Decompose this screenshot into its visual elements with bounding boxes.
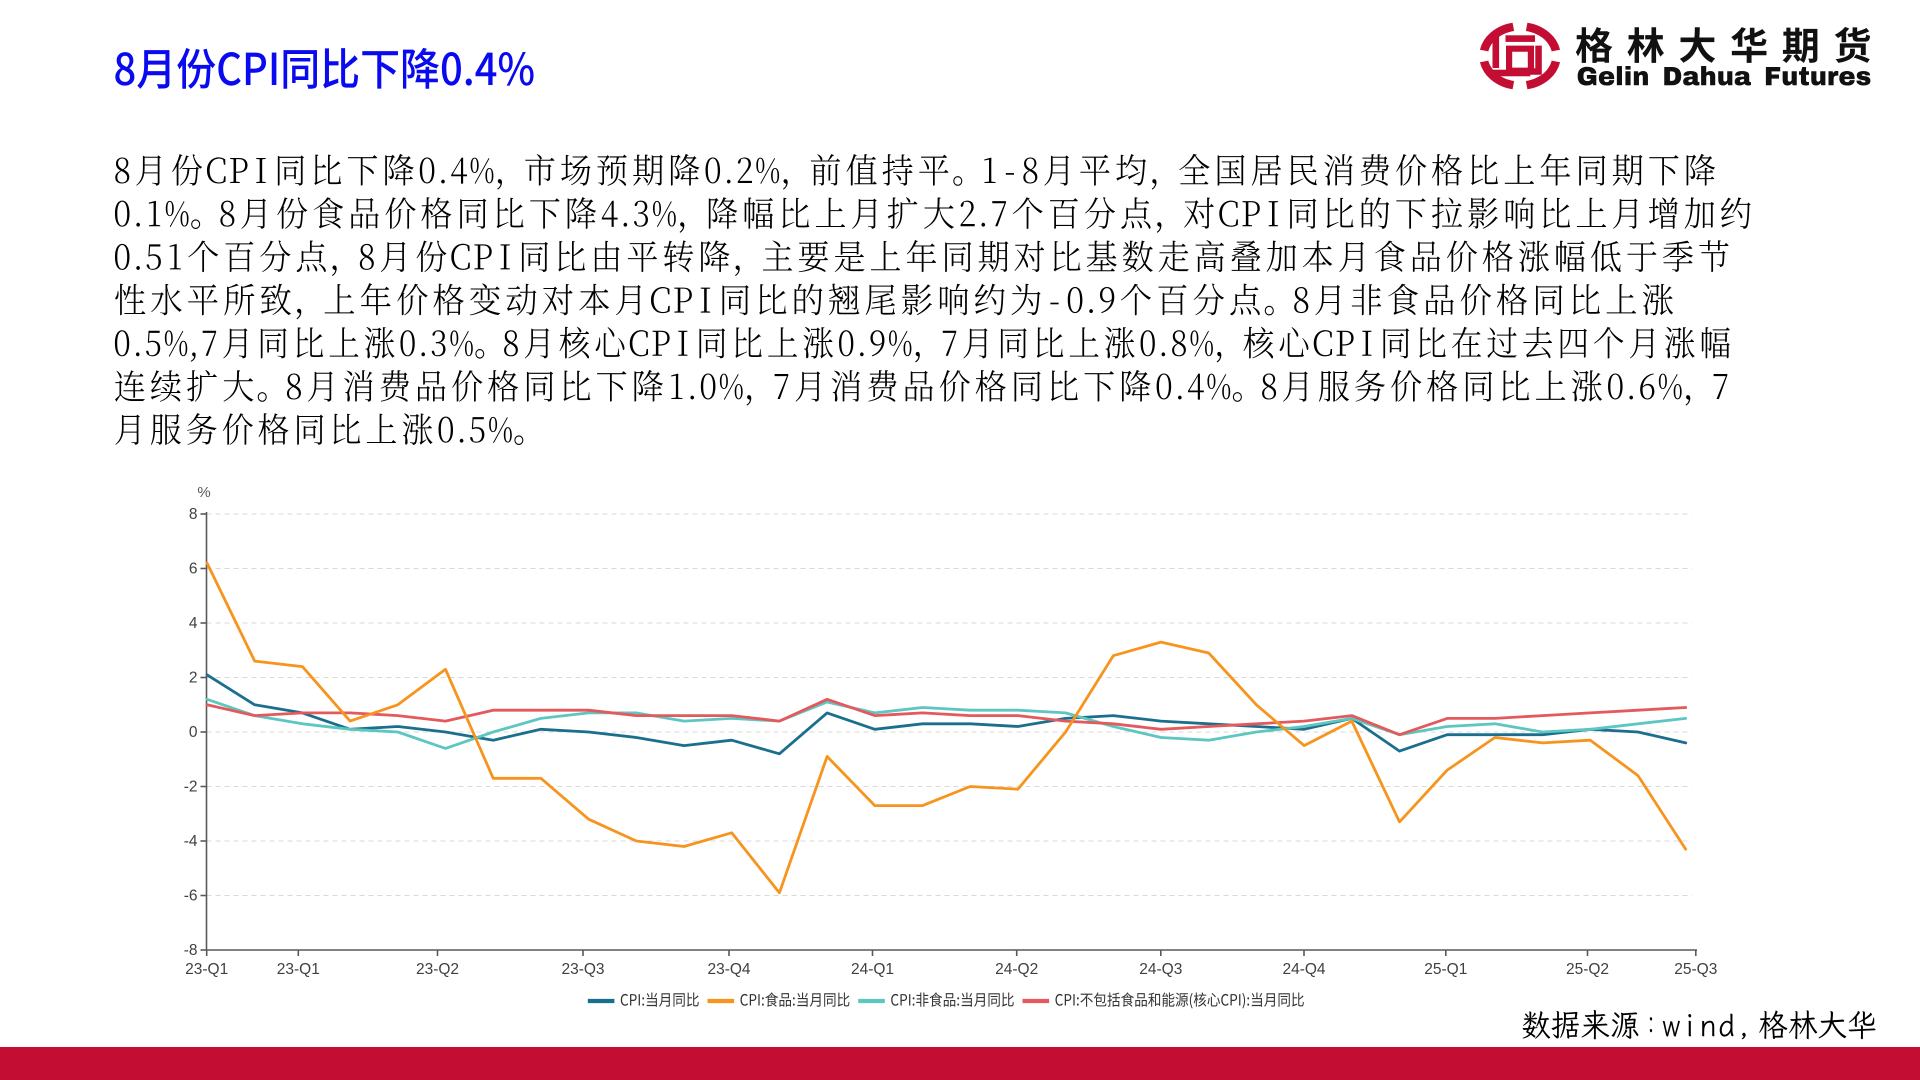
svg-text:6: 6 (189, 561, 198, 578)
svg-text:-6: -6 (184, 888, 198, 905)
svg-text:8: 8 (189, 506, 198, 523)
svg-text:24-Q3: 24-Q3 (1139, 961, 1182, 978)
svg-text:-2: -2 (184, 779, 198, 796)
svg-text:24-Q4: 24-Q4 (1282, 961, 1325, 978)
svg-text:-8: -8 (184, 942, 198, 959)
svg-text:23-Q3: 23-Q3 (561, 961, 604, 978)
svg-text:%: % (197, 484, 210, 501)
svg-text:24-Q2: 24-Q2 (995, 961, 1038, 978)
svg-text:4: 4 (189, 615, 198, 632)
svg-text:23-Q4: 23-Q4 (707, 961, 750, 978)
svg-text:25-Q2: 25-Q2 (1566, 961, 1609, 978)
svg-text:-4: -4 (184, 833, 198, 850)
svg-text:25-Q1: 25-Q1 (1424, 961, 1467, 978)
svg-text:2: 2 (189, 670, 198, 687)
svg-text:0: 0 (189, 724, 198, 741)
svg-text:25-Q3: 25-Q3 (1674, 961, 1717, 978)
svg-text:23-Q2: 23-Q2 (416, 961, 459, 978)
svg-text:23-Q1: 23-Q1 (185, 961, 228, 978)
svg-text:24-Q1: 24-Q1 (851, 961, 894, 978)
svg-text:23-Q1: 23-Q1 (277, 961, 320, 978)
